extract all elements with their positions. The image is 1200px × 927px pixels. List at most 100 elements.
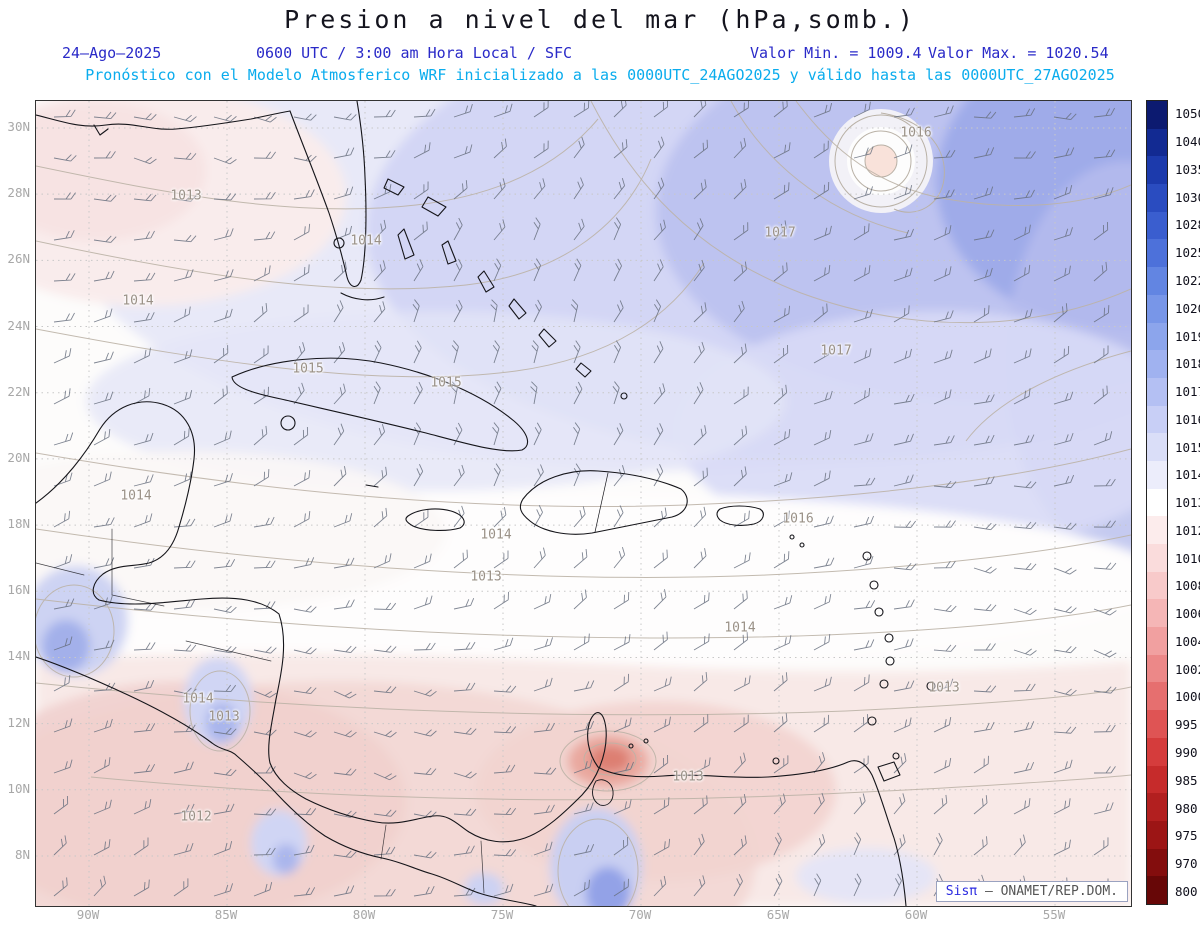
contour-value-label: 1017 [764,225,796,241]
colorbar-segment [1147,544,1167,572]
lon-axis: 90W 85W 80W 75W 70W 65W 60W 55W [35,907,1130,925]
lon-tick-label: 75W [490,907,514,922]
contour-value-label: 1016 [900,125,932,141]
colorbar-label: 1006 [1175,606,1200,622]
colorbar-segment [1147,377,1167,406]
colorbar-segment [1147,184,1167,212]
colorbar-label: 1004 [1175,633,1200,649]
lat-tick-label: 20N [7,449,30,465]
lat-tick-label: 30N [7,119,30,134]
lon-tick-label: 65W [766,907,790,922]
country-borders [36,528,485,894]
forecast-subtitle: Pronóstico con el Modelo Atmosferico WRF… [85,66,1115,84]
lat-tick-label: 8N [14,846,30,862]
wind-barbs [53,101,1117,897]
contour-value-label: 1014 [724,620,756,636]
colorbar-label: 800 [1175,883,1198,899]
contour-value-label: 1014 [350,233,382,249]
colorbar-label: 1002 [1175,661,1200,677]
contour-value-label: 1016 [782,511,814,527]
contour-value-label: 1013 [470,569,502,585]
min-value-label: Valor Min. = 1009.4 [750,44,922,62]
colorbar-label: 970 [1175,856,1198,872]
colorbar-label: 1015 [1175,439,1200,455]
coastlines [36,101,936,906]
colorbar-segment [1147,322,1167,351]
colorbar: 1050 1040 1035 1030 1028 1025 1022 1020 1019 1018… [1146,100,1200,905]
lon-tick-label: 90W [76,907,100,922]
contour-value-label: 1013 [170,188,202,204]
lat-tick-label: 28N [7,185,30,201]
lat-tick-label: 16N [7,582,30,598]
colorbar-label: 1040 [1175,134,1200,150]
lat-tick-label: 24N [7,317,30,333]
pressure-shading [36,101,1131,906]
colorbar-label: 1035 [1175,161,1200,177]
colorbar-segment [1147,156,1167,185]
colorbar-segment [1147,848,1167,877]
colorbar-segment [1147,460,1167,489]
colorbar-bar [1146,100,1168,905]
attribution-text: – ONAMET/REP.DOM. [984,884,1118,899]
colorbar-label: 1030 [1175,189,1200,205]
contour-value-label: 1013 [208,709,240,725]
colorbar-segment [1147,654,1167,683]
colorbar-segment [1147,350,1167,378]
colorbar-label: 1018 [1175,356,1200,372]
colorbar-segment [1147,211,1167,240]
contour-value-label: 1013 [672,769,704,785]
colorbar-label: 1028 [1175,217,1200,233]
colorbar-segment [1147,710,1167,738]
colorbar-label: 1019 [1175,328,1200,344]
colorbar-labels: 1050 1040 1035 1030 1028 1025 1022 1020 1019 1018… [1175,100,1200,905]
contour-value-label: 1014 [182,691,214,707]
lat-tick-label: 22N [7,383,30,399]
colorbar-label: 985 [1175,772,1198,788]
contour-value-label: 1017 [820,343,852,359]
colorbar-segment [1147,101,1167,129]
colorbar-label: 975 [1175,828,1198,844]
attribution-box: Sisπ – ONAMET/REP.DOM. [935,881,1128,902]
colorbar-segment [1147,682,1167,711]
lat-tick-label: 14N [7,648,30,664]
page-title: Presion a nivel del mar (hPa,somb.) [284,5,916,34]
colorbar-label: 1050 [1175,106,1200,122]
colorbar-segment [1147,405,1167,434]
pressure-map-svg [36,101,1131,906]
time-label: 0600 UTC / 3:00 am Hora Local / SFC [256,44,573,62]
colorbar-label: 980 [1175,800,1198,816]
colorbar-segment [1147,737,1167,766]
colorbar-segment [1147,294,1167,323]
colorbar-label: 990 [1175,744,1198,760]
lat-tick-label: 10N [7,780,30,796]
colorbar-label: 1016 [1175,411,1200,427]
colorbar-label: 1017 [1175,384,1200,400]
contour-value-label: 1014 [480,527,512,543]
colorbar-segment [1147,571,1167,600]
colorbar-label: 1013 [1175,495,1200,511]
colorbar-segment [1147,128,1167,157]
sispi-logo: Sisπ [945,884,978,899]
lon-tick-label: 70W [628,907,652,922]
contour-value-label: 1012 [180,809,212,825]
colorbar-segment [1147,488,1167,517]
contour-lines [36,101,1131,906]
colorbar-segment [1147,820,1167,849]
colorbar-segment [1147,793,1167,821]
storm-feature [829,109,945,213]
lat-axis: 30N 28N 26N 24N 22N 20N 18N 16N 14N 12N 10N 8N [2,100,32,905]
contour-value-label: 1014 [122,293,154,309]
contour-value-label: 1013 [928,680,960,696]
colorbar-label: 1025 [1175,245,1200,261]
date-label: 24–Ago–2025 [62,44,162,62]
lon-tick-label: 55W [1042,907,1066,922]
lat-tick-label: 18N [7,516,30,532]
colorbar-segment [1147,876,1167,904]
colorbar-segment [1147,267,1167,295]
colorbar-label: 1022 [1175,272,1200,288]
lat-tick-label: 12N [7,714,30,730]
contour-value-label: 1014 [120,488,152,504]
colorbar-label: 1008 [1175,578,1200,594]
colorbar-label: 1010 [1175,550,1200,566]
colorbar-label: 1012 [1175,522,1200,538]
